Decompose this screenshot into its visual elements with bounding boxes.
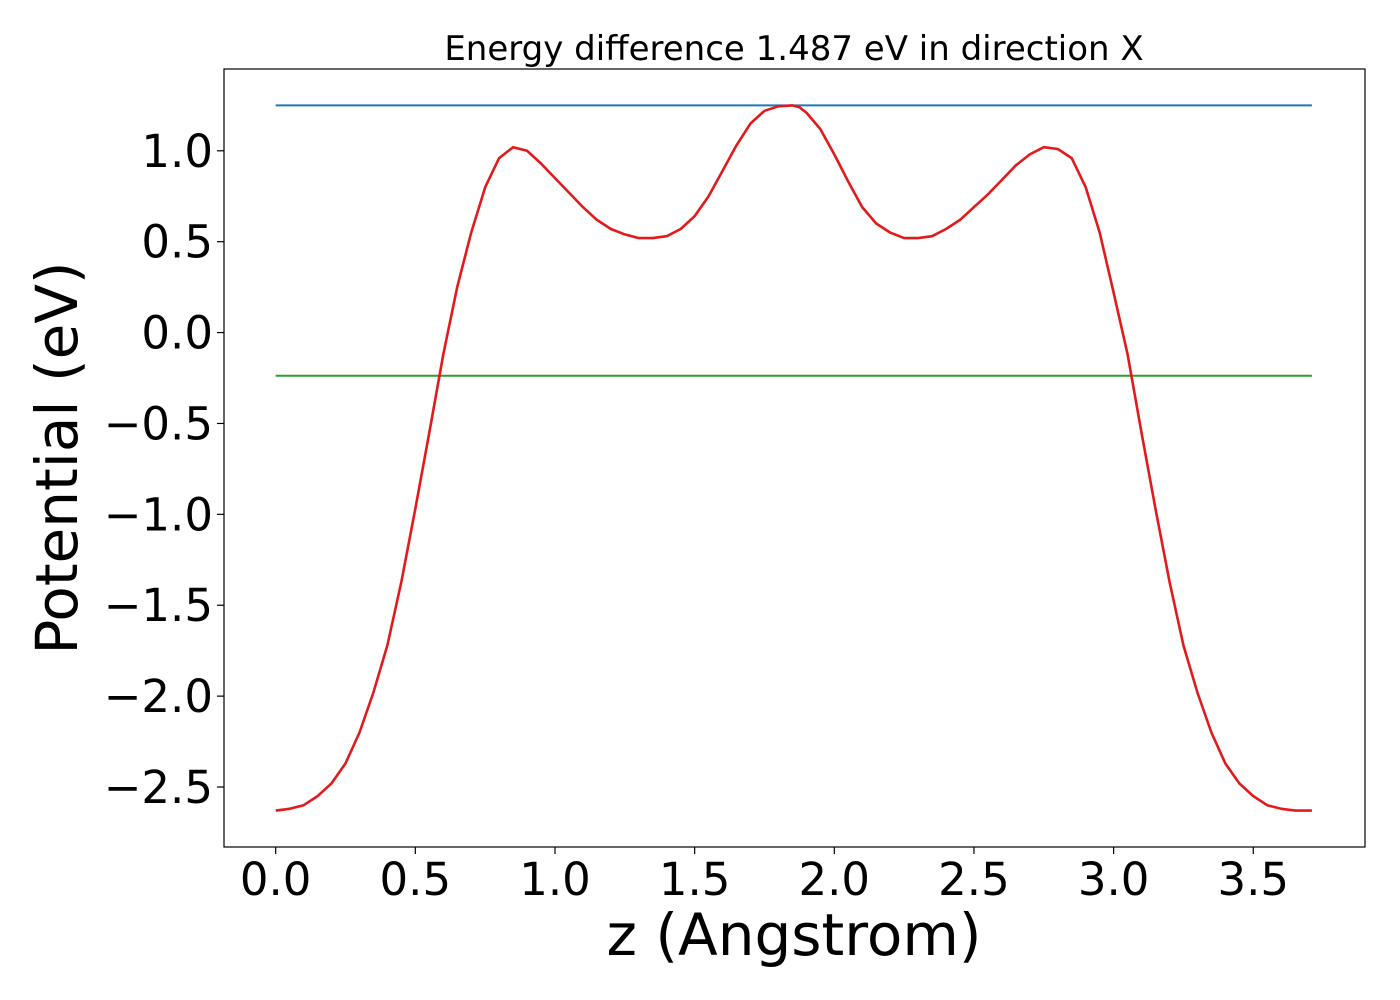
chart-title: Energy difference 1.487 eV in direction …: [444, 29, 1143, 69]
y-tick-label: 0.0: [141, 307, 213, 360]
y-tick-label: 1.0: [141, 125, 213, 178]
x-tick-label: 2.5: [938, 853, 1010, 906]
y-axis-ticks: −2.5 −2.0 −1.5 −1.0 −0.5 0.0 0.5 1.0: [104, 125, 224, 814]
x-tick-label: 2.0: [799, 853, 871, 906]
x-tick-label: 1.0: [519, 853, 591, 906]
potential-curve: [275, 104, 1312, 812]
y-tick-label: −2.5: [104, 761, 213, 814]
x-tick-label: 0.5: [380, 853, 452, 906]
x-tick-label: 3.5: [1217, 853, 1289, 906]
y-tick-label: −1.0: [104, 488, 213, 541]
x-axis-ticks: 0.0 0.5 1.0 1.5 2.0 2.5 3.0 3.5: [240, 847, 1289, 906]
series-layer: [275, 104, 1312, 812]
y-axis-title: Potential (eV): [23, 261, 91, 654]
x-tick-label: 0.0: [240, 853, 312, 906]
y-tick-label: −1.5: [104, 579, 213, 632]
x-axis-title: z (Angstrom): [607, 901, 982, 969]
plot-area-frame: [223, 68, 1366, 848]
y-tick-label: −0.5: [104, 397, 213, 450]
x-tick-label: 3.0: [1078, 853, 1150, 906]
x-tick-label: 1.5: [659, 853, 731, 906]
y-tick-label: −2.0: [104, 670, 213, 723]
y-tick-label: 0.5: [141, 216, 213, 269]
